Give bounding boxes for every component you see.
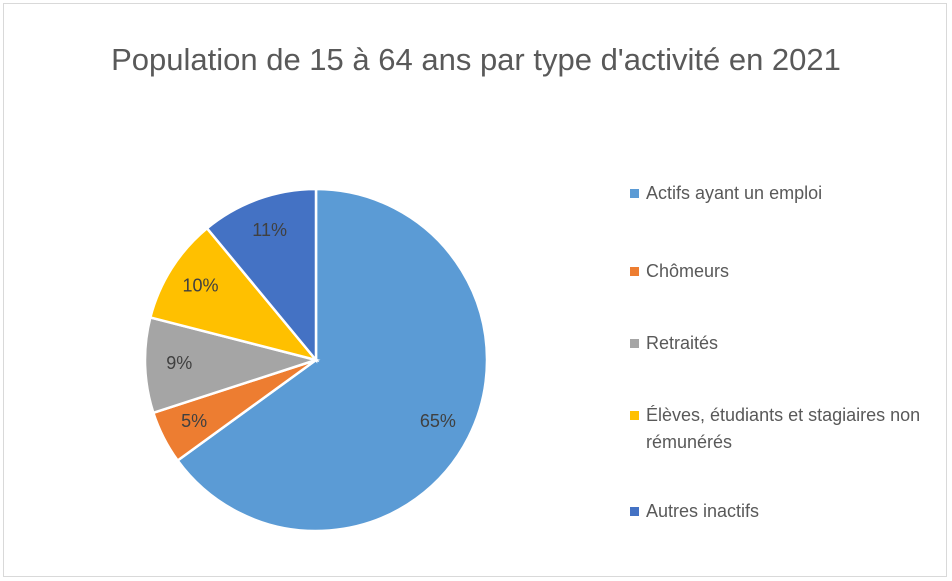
pie-slice xyxy=(143,315,321,415)
data-label: 9% xyxy=(166,353,192,373)
data-label: 65% xyxy=(420,411,456,431)
legend-label: Chômeurs xyxy=(646,261,730,281)
legend-label: Élèves, étudiants et stagiaires non rému… xyxy=(646,405,921,452)
data-label: 11% xyxy=(252,220,287,240)
legend-item: Chômeurs xyxy=(630,258,946,285)
legend-swatch xyxy=(630,189,639,198)
chart-title: Population de 15 à 64 ans par type d'act… xyxy=(111,42,841,77)
data-label: 5% xyxy=(181,411,207,431)
legend-label: Autres inactifs xyxy=(646,501,760,521)
legend-item: Retraités xyxy=(630,330,946,357)
legend-label: Actifs ayant un emploi xyxy=(646,183,823,203)
legend-swatch xyxy=(630,411,639,420)
legend-swatch xyxy=(630,339,639,348)
legend-swatch xyxy=(630,507,639,516)
data-label: 10% xyxy=(182,275,218,295)
legend-item: Autres inactifs xyxy=(630,498,946,525)
legend-swatch xyxy=(630,267,639,276)
legend-label: Retraités xyxy=(646,333,719,353)
pie-slice xyxy=(175,187,489,533)
legend-item: Actifs ayant un emploi xyxy=(630,180,946,207)
legend-item: Élèves, étudiants et stagiaires non rému… xyxy=(630,402,946,456)
pie-slice xyxy=(148,226,320,363)
chart-border xyxy=(3,3,947,577)
pie-slice xyxy=(205,187,318,364)
